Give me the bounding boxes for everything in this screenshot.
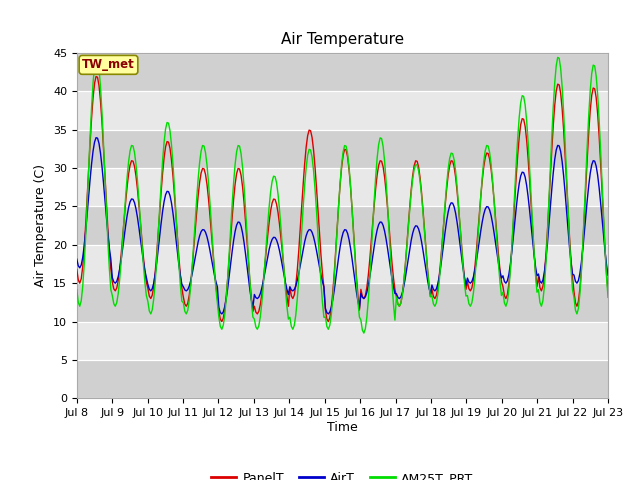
- Title: Air Temperature: Air Temperature: [281, 33, 404, 48]
- X-axis label: Time: Time: [327, 421, 358, 434]
- Bar: [77, 91, 608, 130]
- Bar: [77, 168, 608, 206]
- Bar: [77, 206, 608, 245]
- Legend: PanelT, AirT, AM25T_PRT: PanelT, AirT, AM25T_PRT: [206, 467, 479, 480]
- Bar: [77, 53, 608, 91]
- Bar: [77, 283, 608, 322]
- Y-axis label: Air Temperature (C): Air Temperature (C): [35, 164, 47, 287]
- Bar: [77, 245, 608, 283]
- Text: TW_met: TW_met: [82, 59, 135, 72]
- Bar: [77, 360, 608, 398]
- Bar: [77, 130, 608, 168]
- Bar: [77, 322, 608, 360]
